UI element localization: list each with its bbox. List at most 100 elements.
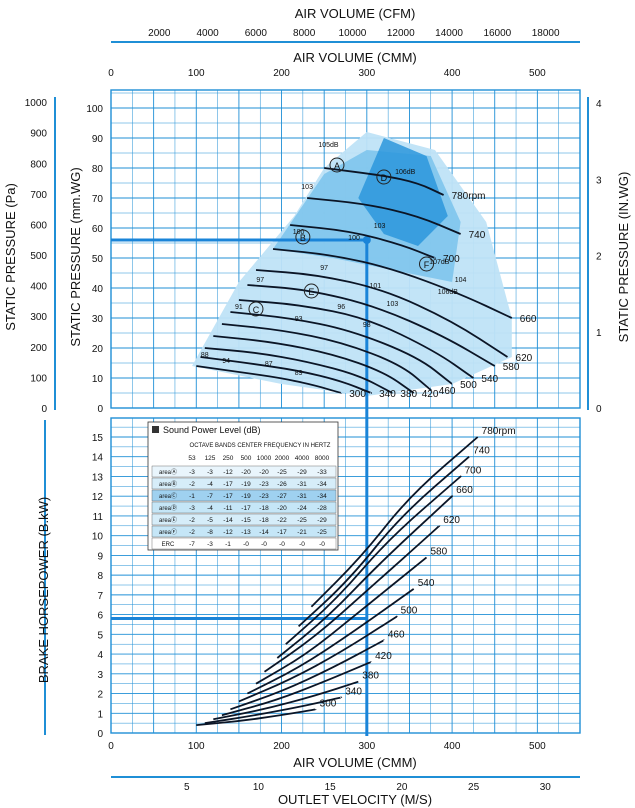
area-marker-label: E (308, 287, 314, 297)
power-curve-300 (196, 708, 317, 726)
sound-table-freq: 500 (241, 455, 252, 462)
sound-table-cell: -17 (241, 505, 251, 512)
sound-table-freq: 1000 (257, 455, 272, 462)
top-cmm-tick-label: 300 (358, 68, 375, 79)
cfm-tick-label: 12000 (387, 28, 415, 39)
power-curve-660 (276, 495, 454, 659)
pressure-curve-740 (307, 197, 461, 235)
pa-axis-title: STATIC PRESSURE (Pa) (3, 183, 18, 331)
pa-tick-label: 800 (30, 159, 47, 170)
velocity-tick-label: 5 (184, 782, 190, 793)
pa-tick-label: 100 (30, 373, 47, 384)
velocity-tick-label: 25 (468, 782, 480, 793)
mmwg-axis-title: STATIC PRESSURE (mm.WG) (68, 167, 83, 346)
cfm-tick-label: 8000 (293, 28, 316, 39)
sound-table-cell: -19 (241, 493, 251, 500)
sound-table-cell: -5 (207, 517, 213, 524)
power-curve-500 (238, 615, 398, 703)
pressure-curve-300 (196, 365, 343, 394)
pressure-curve-500 (230, 311, 453, 385)
power-curve-label: 420 (375, 651, 392, 662)
top-cmm-tick-label: 0 (108, 68, 114, 79)
sound-table-cell: -20 (241, 469, 251, 476)
sound-table-cell: -4 (207, 481, 213, 488)
sound-table-cell: -20 (259, 469, 269, 476)
sound-table-cell: -26 (277, 481, 287, 488)
inwg-tick-label: 0 (596, 404, 602, 415)
sound-table-cell: -0 (261, 541, 267, 548)
sound-table-bullet (152, 426, 159, 433)
sound-table-cell: -19 (241, 481, 251, 488)
sound-table-header: OCTAVE BANDS CENTER FREQUENCY IN HERTZ (190, 443, 331, 449)
sound-table-cell: -2 (189, 481, 195, 488)
operating-point-marker (362, 236, 371, 244)
power-curve-620 (263, 524, 441, 673)
pa-tick-label: 300 (30, 312, 47, 323)
pressure-curves (196, 167, 513, 394)
sound-level-labels: 105dB 106dB 103 103 107dB 100 100 104 106dB 97 97 1… (201, 142, 467, 377)
top-cmm-tick-label: 400 (444, 68, 461, 79)
sound-table-cell: -20 (277, 505, 287, 512)
pressure-curve-label: 420 (422, 389, 439, 400)
sound-table-row (151, 525, 337, 538)
sound-table-cell: -8 (207, 529, 213, 536)
sound-table-row-label: areaⒹ (159, 504, 177, 512)
sound-table-cell: -1 (189, 493, 195, 500)
sound-table-row (151, 537, 337, 550)
sound-table-cell: -27 (277, 493, 287, 500)
area-marker-label: C (253, 305, 260, 315)
pressure-curve-label: 460 (439, 386, 456, 397)
sound-table-row-label: areaⒸ (159, 492, 177, 500)
sound-level-label: 97 (256, 277, 264, 284)
sound-table-cell: -31 (297, 493, 307, 500)
sound-table-cell: -7 (189, 541, 195, 548)
bottom-cmm-tick-label: 400 (444, 741, 461, 752)
sound-table-cell: -17 (223, 481, 233, 488)
pressure-curve-660 (272, 248, 513, 319)
power-curves (196, 436, 479, 726)
bhp-tick-label: 7 (97, 591, 103, 602)
sound-table-cell: -11 (224, 505, 233, 512)
bottom-cmm-tick-label: 100 (188, 741, 205, 752)
sound-table-title: Sound Power Level (dB) (163, 425, 261, 435)
sound-level-label: 88 (201, 352, 209, 359)
inwg-tick-label: 3 (596, 175, 602, 186)
sound-table-cell: -18 (259, 505, 269, 512)
bottom-cmm-tick-label: 500 (529, 741, 546, 752)
mmwg-tick-label: 90 (92, 134, 104, 145)
pressure-curve-620 (255, 269, 508, 358)
sound-table-row (151, 489, 337, 502)
cfm-tick-label: 10000 (339, 28, 367, 39)
pressure-curve-460 (221, 323, 432, 391)
bottom-cmm-tick-label: 300 (358, 741, 375, 752)
velocity-tick-label: 10 (253, 782, 265, 793)
inwg-tick-label: 4 (596, 99, 602, 110)
sound-power-table: Sound Power Level (dB) OCTAVE BANDS CENTE… (147, 421, 339, 551)
sound-table-row-label: areaⒺ (159, 516, 177, 524)
sound-table-cell: -17 (277, 529, 287, 536)
bottom-velocity-axis-title: OUTLET VELOCITY (M/S) (278, 792, 432, 807)
sound-table-freq: 125 (205, 455, 216, 462)
sound-level-label: 100 (293, 229, 305, 236)
mmwg-tick-label: 0 (97, 404, 103, 415)
sound-level-label: 103 (387, 301, 399, 308)
sound-level-label: 106dB (395, 169, 416, 176)
pressure-curve-label: 540 (481, 374, 498, 385)
sound-table-freq: 4000 (295, 455, 310, 462)
power-curve-780rpm (310, 436, 479, 608)
mmwg-tick-label: 20 (92, 344, 104, 355)
pressure-curve-780rpm (324, 167, 444, 196)
top-cmm-axis-title: AIR VOLUME (CMM) (293, 50, 417, 65)
area-marker-circle (419, 256, 435, 272)
sound-table-cell: -14 (259, 529, 269, 536)
power-curve-700 (285, 475, 462, 645)
pressure-curve-label: 580 (503, 362, 520, 373)
power-curve-580 (255, 556, 428, 685)
sound-table-cell: -12 (223, 529, 233, 536)
mmwg-tick-label: 100 (86, 104, 103, 115)
power-curve-label: 660 (456, 485, 473, 496)
bhp-tick-label: 2 (97, 690, 103, 701)
sound-table-row-label: ERC (162, 542, 175, 548)
pa-tick-label: 600 (30, 220, 47, 231)
pressure-curve-label: 780rpm (452, 191, 486, 202)
